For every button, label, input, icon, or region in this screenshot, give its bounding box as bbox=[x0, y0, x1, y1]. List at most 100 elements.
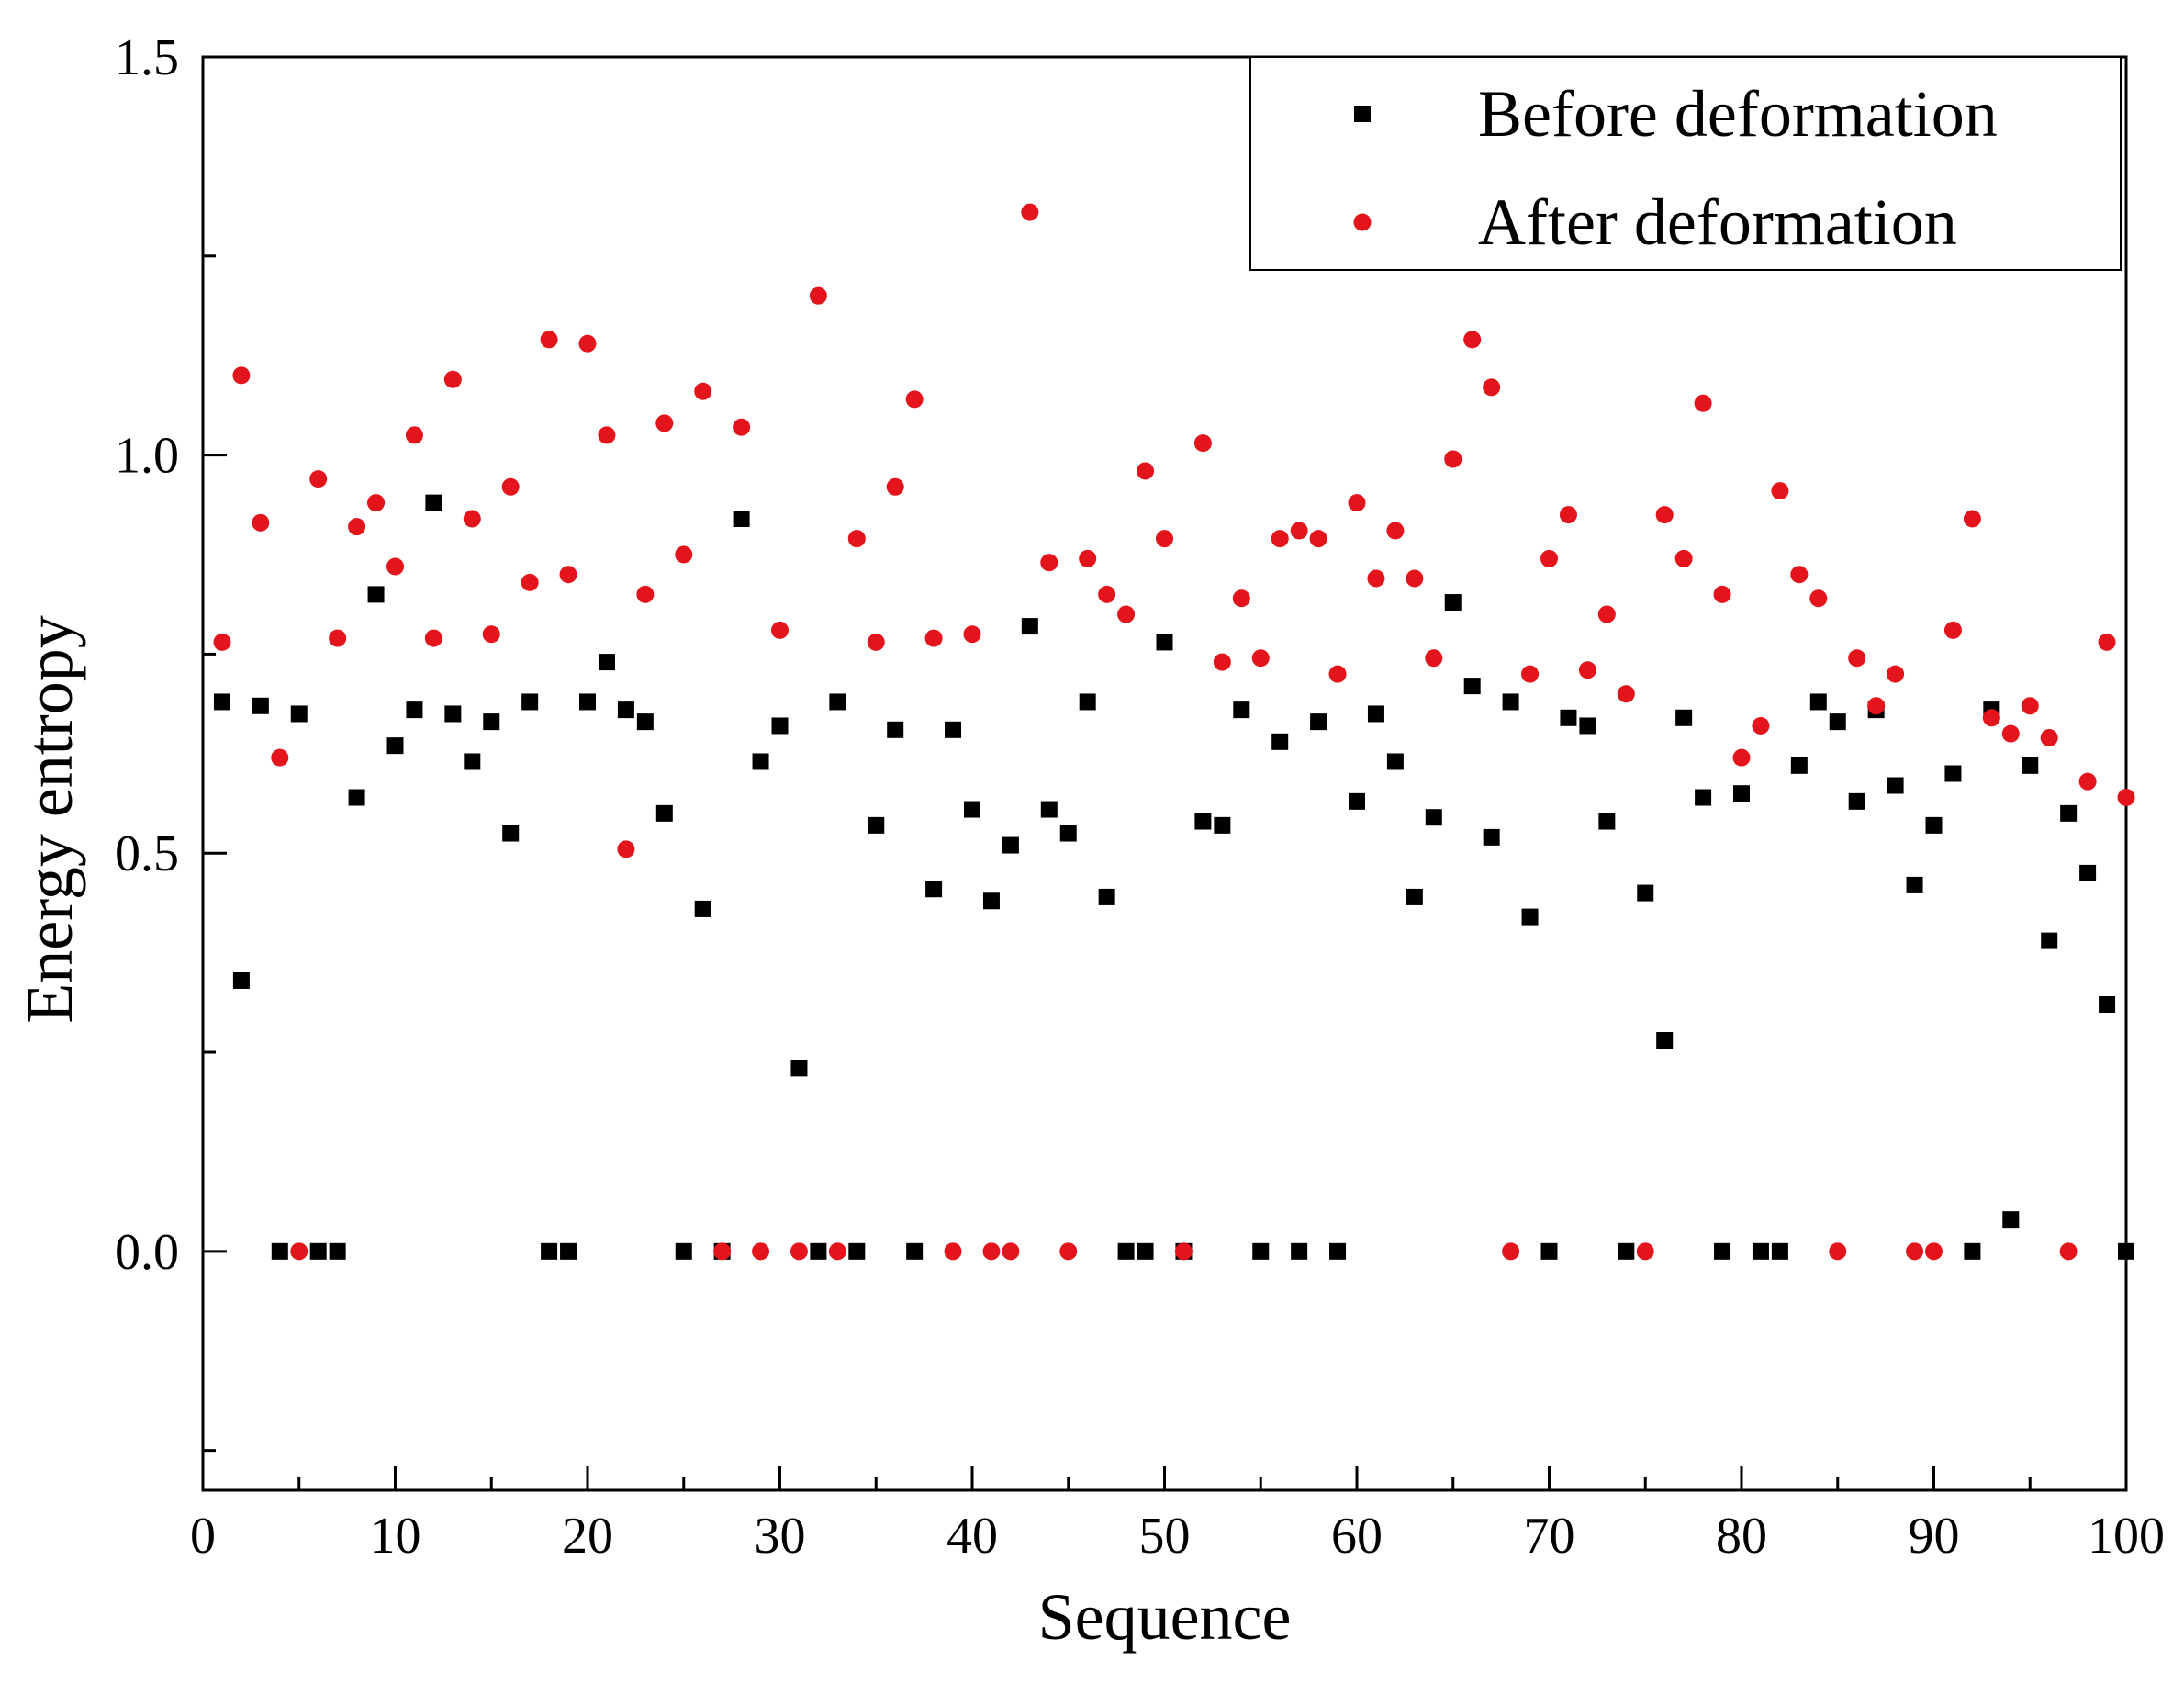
data-point bbox=[868, 816, 885, 834]
legend-label: After deformation bbox=[1478, 185, 1957, 259]
data-point bbox=[1309, 530, 1327, 548]
x-tick-label: 40 bbox=[946, 1508, 998, 1565]
data-point bbox=[963, 625, 981, 644]
data-point bbox=[213, 693, 230, 711]
data-point bbox=[1578, 661, 1596, 679]
data-point bbox=[771, 717, 789, 735]
data-point bbox=[1021, 618, 1038, 635]
data-point bbox=[655, 804, 673, 822]
data-point bbox=[1848, 792, 1865, 810]
data-point bbox=[463, 510, 481, 528]
data-point bbox=[2078, 772, 2097, 791]
data-point bbox=[1713, 585, 1731, 603]
data-point bbox=[1463, 331, 1482, 349]
data-point bbox=[1695, 789, 1712, 806]
data-point bbox=[790, 1242, 808, 1261]
x-tick-label: 10 bbox=[370, 1508, 421, 1565]
data-point bbox=[636, 713, 654, 731]
data-point bbox=[1829, 1242, 1847, 1261]
legend: Before deformation After deformation bbox=[1249, 56, 2122, 271]
data-point bbox=[232, 971, 250, 989]
data-point bbox=[1829, 713, 1846, 731]
legend-item: Before deformation bbox=[1354, 77, 1998, 151]
data-point bbox=[1002, 1242, 1020, 1261]
x-tick-label: 100 bbox=[2088, 1508, 2165, 1565]
data-point bbox=[1349, 792, 1365, 810]
data-point bbox=[1137, 1242, 1154, 1260]
data-point bbox=[559, 566, 577, 584]
data-point bbox=[1059, 1242, 1078, 1261]
data-point bbox=[1386, 522, 1405, 540]
data-point bbox=[886, 477, 904, 496]
data-point bbox=[290, 1242, 308, 1261]
data-point bbox=[502, 825, 520, 842]
data-point bbox=[752, 1242, 770, 1261]
legend-marker bbox=[1354, 106, 1371, 122]
data-point bbox=[2059, 1242, 2078, 1261]
data-point bbox=[1906, 876, 1923, 893]
data-points bbox=[213, 203, 2135, 1261]
data-point bbox=[309, 1242, 327, 1260]
data-point bbox=[482, 625, 500, 644]
data-point bbox=[541, 1242, 558, 1260]
data-point bbox=[752, 753, 769, 770]
legend-label: Before deformation bbox=[1478, 77, 1998, 151]
data-point bbox=[1540, 549, 1558, 567]
x-axis-title: Sequence bbox=[1038, 1580, 1292, 1654]
data-point bbox=[1906, 1242, 1924, 1261]
data-point bbox=[1752, 1242, 1769, 1260]
x-tick-label: 90 bbox=[1909, 1508, 1960, 1565]
data-point bbox=[1963, 510, 1981, 528]
data-point bbox=[521, 573, 539, 591]
data-point bbox=[1117, 1242, 1135, 1260]
data-point bbox=[1790, 757, 1808, 774]
data-point bbox=[2002, 1211, 2020, 1229]
data-point bbox=[290, 705, 308, 723]
data-point bbox=[386, 737, 404, 755]
data-point bbox=[483, 713, 500, 731]
data-point bbox=[271, 748, 289, 767]
legend-marker bbox=[1353, 213, 1372, 231]
data-point bbox=[848, 1242, 866, 1260]
data-point bbox=[1733, 785, 1750, 802]
data-point bbox=[771, 621, 789, 639]
data-point bbox=[271, 1242, 288, 1260]
data-point bbox=[1637, 884, 1654, 902]
data-point bbox=[2021, 697, 2039, 715]
data-point bbox=[694, 900, 711, 917]
data-point bbox=[1617, 685, 1635, 703]
data-point bbox=[924, 629, 943, 647]
data-point bbox=[1098, 888, 1115, 905]
data-point bbox=[1597, 605, 1616, 623]
data-point bbox=[1002, 836, 1019, 854]
data-point bbox=[1194, 813, 1212, 830]
data-point bbox=[1425, 649, 1443, 668]
data-point bbox=[1943, 621, 1962, 639]
data-point bbox=[1406, 569, 1424, 588]
data-point bbox=[1982, 709, 2000, 727]
data-point bbox=[1732, 748, 1751, 767]
x-tick-label: 30 bbox=[755, 1508, 806, 1565]
axes: 0 10 20 30 40 50 60 70 80 90 100 0.0 0.5 1.0 1.5 bbox=[115, 29, 2165, 1565]
data-point bbox=[213, 633, 231, 651]
data-point bbox=[733, 418, 751, 436]
data-point bbox=[1502, 1242, 1520, 1261]
data-point bbox=[1271, 733, 1289, 750]
legend-item: After deformation bbox=[1353, 185, 1957, 259]
data-point bbox=[867, 633, 885, 651]
data-point bbox=[1348, 494, 1366, 512]
data-point bbox=[560, 1242, 577, 1260]
data-point bbox=[1790, 566, 1809, 584]
data-point bbox=[464, 753, 481, 770]
data-point bbox=[2041, 932, 2058, 949]
data-point bbox=[367, 586, 385, 603]
data-point bbox=[675, 545, 693, 564]
data-point bbox=[1521, 665, 1540, 683]
data-point bbox=[2117, 789, 2135, 807]
data-point bbox=[1964, 1242, 1981, 1260]
data-point bbox=[810, 1242, 827, 1260]
data-point bbox=[443, 370, 462, 388]
data-point bbox=[1694, 394, 1712, 412]
data-point bbox=[1809, 589, 1828, 608]
